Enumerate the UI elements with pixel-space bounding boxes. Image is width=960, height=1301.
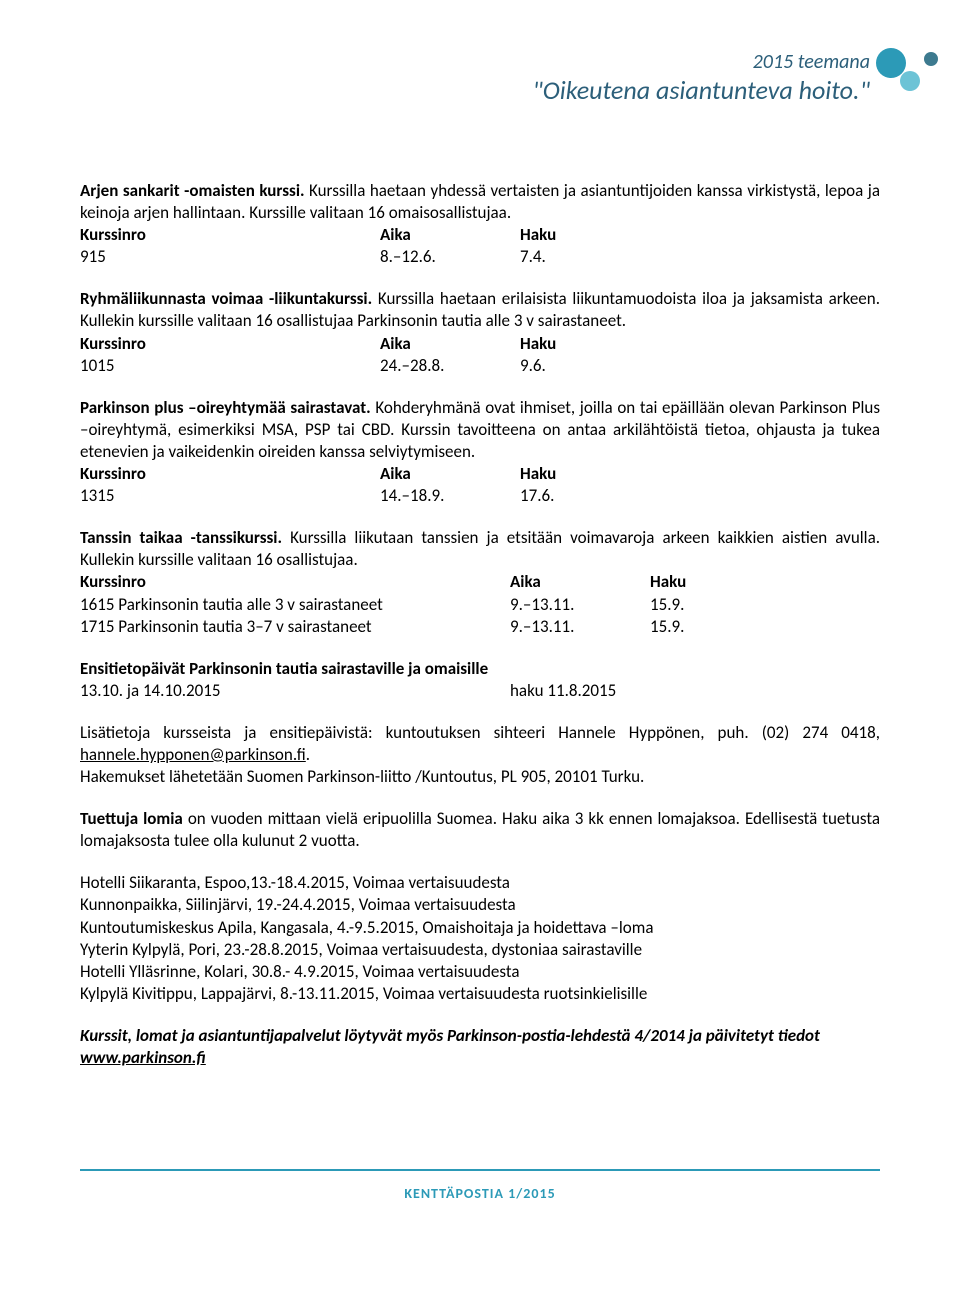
hotel-item: Hotelli Siikaranta, Espoo,13.-18.4.2015,… (80, 872, 880, 894)
lomat-rest: on vuoden mittaan vielä eripuolilla Suom… (80, 808, 880, 851)
col-haku: Haku (650, 571, 790, 593)
sec5-title: Ensitietopäivät Parkinsonin tautia saira… (80, 658, 880, 680)
sec4-header-row: Kurssinro Aika Haku (80, 571, 880, 593)
lomat-title: Tuettuja lomia (80, 808, 183, 829)
closing-text: Kurssit, lomat ja asiantuntijapalvelut l… (80, 1025, 820, 1046)
sec3-header-row: Kurssinro Aika Haku (80, 463, 880, 485)
contact-email-link[interactable]: hannele.hypponen@parkinson.fi (80, 744, 306, 765)
sec2-row: 1015 24.–28.8. 9.6. (80, 355, 880, 377)
sec1-header-row: Kurssinro Aika Haku (80, 224, 880, 246)
section-tuettuja-lomia: Tuettuja lomia on vuoden mittaan vielä e… (80, 808, 880, 852)
cell: haku 11.8.2015 (510, 680, 710, 702)
banner-line2: "Oikeutena asiantunteva hoito." (532, 74, 870, 106)
sec3-title: Parkinson plus –oireyhtymää sairastavat. (80, 397, 371, 418)
cell: 9.–13.11. (510, 594, 650, 616)
cell: 24.–28.8. (380, 355, 520, 377)
col-aika: Aika (380, 333, 520, 355)
cell: 1315 (80, 485, 380, 507)
sec4-row2: 1715 Parkinsonin tautia 3–7 v sairastane… (80, 616, 880, 638)
cell: 9.–13.11. (510, 616, 650, 638)
col-haku: Haku (520, 224, 660, 246)
sec4-title: Tanssin taikaa -tanssikurssi. (80, 527, 282, 548)
sec5-row: 13.10. ja 14.10.2015 haku 11.8.2015 (80, 680, 880, 702)
cell: 7.4. (520, 246, 660, 268)
cell: 15.9. (650, 594, 790, 616)
col-haku: Haku (520, 463, 660, 485)
section-arjen-sankarit: Arjen sankarit -omaisten kurssi. Kurssil… (80, 180, 880, 268)
theme-banner: 2015 teemana "Oikeutena asiantunteva hoi… (532, 50, 870, 106)
cell: 8.–12.6. (380, 246, 520, 268)
section-ensitietopaivat: Ensitietopäivät Parkinsonin tautia saira… (80, 658, 880, 702)
logo-icon (876, 48, 940, 78)
info-mail: Hakemukset lähetetään Suomen Parkinson-l… (80, 766, 880, 788)
sec3-row: 1315 14.–18.9. 17.6. (80, 485, 880, 507)
col-aika: Aika (380, 463, 520, 485)
col-haku: Haku (520, 333, 660, 355)
hotel-item: Kylpylä Kivitippu, Lappajärvi, 8.-13.11.… (80, 983, 880, 1005)
hotel-item: Kuntoutumiskeskus Apila, Kangasala, 4.-9… (80, 917, 880, 939)
cell: 15.9. (650, 616, 790, 638)
sec1-title: Arjen sankarit -omaisten kurssi. (80, 180, 305, 201)
cell: 13.10. ja 14.10.2015 (80, 680, 510, 702)
hotel-item: Yyterin Kylpylä, Pori, 23.-28.8.2015, Vo… (80, 939, 880, 961)
section-parkinson-plus: Parkinson plus –oireyhtymää sairastavat.… (80, 397, 880, 507)
cell: 17.6. (520, 485, 660, 507)
col-kurssinro: Kurssinro (80, 333, 380, 355)
section-tanssin-taikaa: Tanssin taikaa -tanssikurssi. Kurssilla … (80, 527, 880, 637)
hotel-item: Hotelli Ylläsrinne, Kolari, 30.8.- 4.9.2… (80, 961, 880, 983)
cell: 1615 Parkinsonin tautia alle 3 v sairast… (80, 594, 510, 616)
parkinson-site-link[interactable]: www.parkinson.fi (80, 1047, 206, 1068)
banner-line1: 2015 teemana (532, 50, 870, 74)
cell: 915 (80, 246, 380, 268)
sec1-row: 915 8.–12.6. 7.4. (80, 246, 880, 268)
col-aika: Aika (510, 571, 650, 593)
hotel-list: Hotelli Siikaranta, Espoo,13.-18.4.2015,… (80, 872, 880, 1005)
info-text: Lisätietoja kursseista ja ensitiepäivist… (80, 722, 880, 743)
closing-note: Kurssit, lomat ja asiantuntijapalvelut l… (80, 1025, 880, 1069)
col-aika: Aika (380, 224, 520, 246)
section-contact-info: Lisätietoja kursseista ja ensitiepäivist… (80, 722, 880, 788)
sec2-title: Ryhmäliikunnasta voimaa -liikuntakurssi. (80, 288, 372, 309)
col-kurssinro: Kurssinro (80, 224, 380, 246)
hotel-item: Kunnonpaikka, Siilinjärvi, 19.-24.4.2015… (80, 894, 880, 916)
cell: 14.–18.9. (380, 485, 520, 507)
footer-label: KENTTÄPOSTIA 1/2015 (0, 1171, 960, 1232)
cell: 1015 (80, 355, 380, 377)
cell: 1715 Parkinsonin tautia 3–7 v sairastane… (80, 616, 510, 638)
cell: 9.6. (520, 355, 660, 377)
col-kurssinro: Kurssinro (80, 463, 380, 485)
section-ryhmaliikunta: Ryhmäliikunnasta voimaa -liikuntakurssi.… (80, 288, 880, 376)
col-kurssinro: Kurssinro (80, 571, 510, 593)
sec4-row1: 1615 Parkinsonin tautia alle 3 v sairast… (80, 594, 880, 616)
sec2-header-row: Kurssinro Aika Haku (80, 333, 880, 355)
